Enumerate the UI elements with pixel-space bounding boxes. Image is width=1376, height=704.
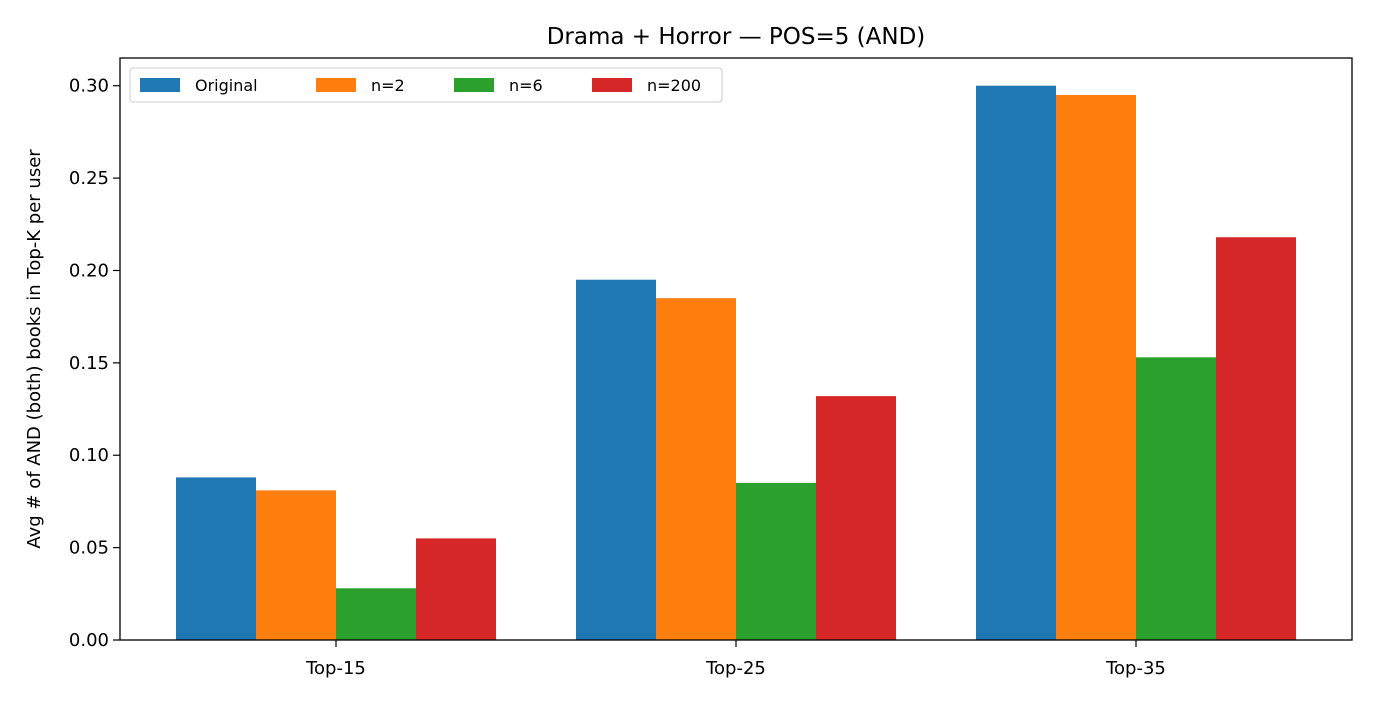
bar-n-6-top-35	[1136, 357, 1216, 640]
y-tick-label: 0.15	[69, 353, 109, 374]
bar-n-200-top-35	[1216, 237, 1296, 640]
x-tick-label: Top-15	[305, 658, 366, 679]
legend-swatch	[316, 78, 356, 92]
legend-label: n=2	[371, 76, 405, 95]
bar-original-top-25	[576, 279, 656, 640]
legend: Original n=2 n=6 n=200	[129, 67, 723, 103]
y-tick-label: 0.05	[69, 538, 109, 559]
y-tick-label: 0.10	[69, 445, 109, 466]
y-tick-label: 0.00	[69, 630, 109, 651]
legend-label: n=200	[647, 76, 701, 95]
legend-label: n=6	[509, 76, 543, 95]
y-tick-label: 0.30	[69, 76, 109, 97]
y-tick-label: 0.20	[69, 260, 109, 281]
plot-area: 0.00 0.05 0.10 0.15 0.20 0.25 0.30 Top-15 Top-25…	[69, 76, 1296, 679]
y-tick-label: 0.25	[69, 168, 109, 189]
bar-n-200-top-15	[416, 538, 496, 640]
bar-original-top-35	[976, 85, 1056, 640]
bar-n-200-top-25	[816, 396, 896, 640]
x-tick-label: Top-25	[705, 658, 766, 679]
chart-title: Drama + Horror — POS=5 (AND)	[547, 24, 926, 50]
legend-label: Original	[195, 76, 258, 95]
bar-n-6-top-15	[336, 588, 416, 640]
plot-frame	[119, 57, 1353, 641]
y-axis-label: Avg # of AND (both) books in Top-K per u…	[24, 149, 45, 549]
legend-box	[129, 67, 723, 103]
bar-original-top-15	[176, 477, 256, 640]
bar-n-2-top-35	[1056, 94, 1136, 640]
legend-swatch	[592, 78, 632, 92]
bar-n-2-top-15	[256, 490, 336, 640]
legend-swatch	[140, 78, 180, 92]
bar-n-2-top-25	[656, 298, 736, 640]
legend-swatch	[454, 78, 494, 92]
x-tick-label: Top-35	[1105, 658, 1166, 679]
bar-n-6-top-25	[736, 482, 816, 640]
